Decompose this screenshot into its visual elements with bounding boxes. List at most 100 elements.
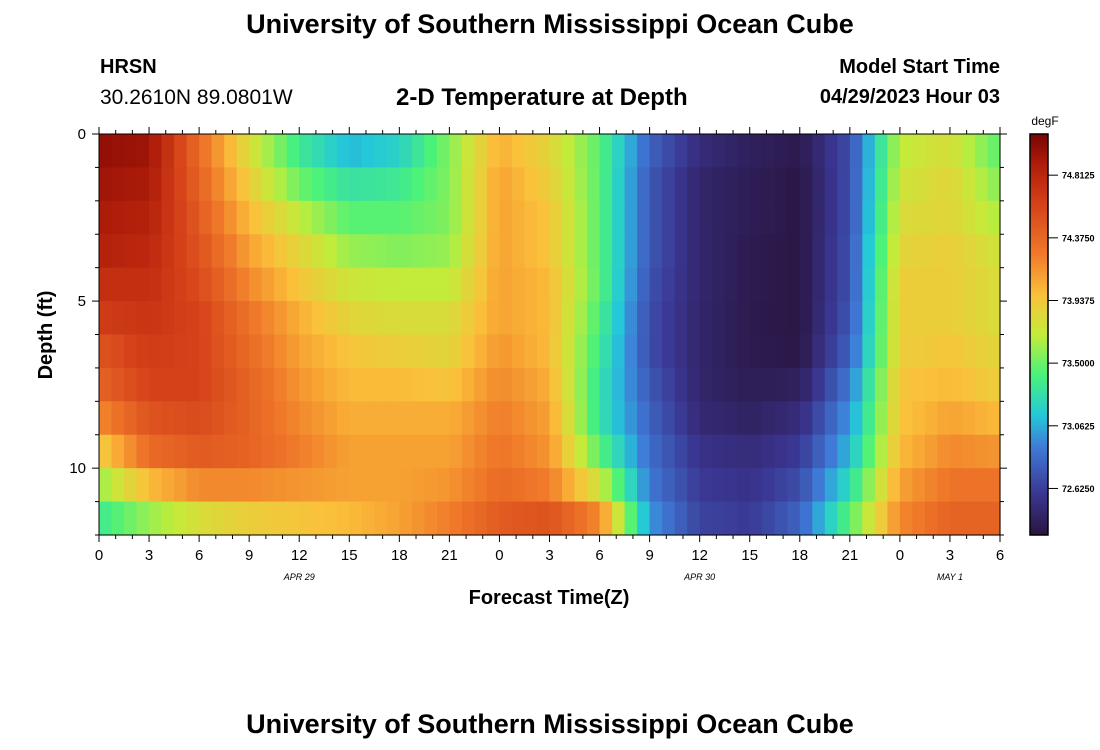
heatmap-cell	[99, 167, 113, 202]
heatmap-cell	[962, 501, 976, 536]
heatmap-cell	[849, 334, 863, 369]
heatmap-cell	[862, 501, 876, 536]
heatmap-cell	[837, 501, 851, 536]
heatmap-cell	[837, 334, 851, 369]
heatmap-cell	[849, 434, 863, 469]
heatmap-cell	[787, 501, 801, 536]
heatmap-cell	[111, 367, 125, 402]
heatmap-cell	[161, 501, 175, 536]
heatmap-cell	[311, 468, 325, 503]
heatmap-cell	[261, 501, 275, 536]
heatmap-cell	[962, 134, 976, 169]
heatmap-cell	[449, 468, 463, 503]
heatmap-cell	[612, 334, 626, 369]
heatmap-cell	[687, 501, 701, 536]
heatmap-cell	[524, 167, 538, 202]
heatmap-cell	[524, 468, 538, 503]
heatmap-cell	[361, 200, 375, 235]
heatmap-cell	[799, 301, 813, 336]
heatmap-cell	[474, 267, 488, 302]
heatmap-cell	[587, 367, 601, 402]
heatmap-cell	[949, 234, 964, 269]
heatmap-cell	[299, 334, 313, 369]
heatmap-cell	[799, 334, 813, 369]
heatmap-cell	[124, 401, 138, 436]
heatmap-cell	[299, 267, 313, 302]
heatmap-cell	[549, 367, 563, 402]
heatmap-cell	[499, 167, 513, 202]
heatmap-cell	[824, 200, 838, 235]
heatmap-cell	[812, 501, 826, 536]
heatmap-cell	[261, 434, 275, 469]
heatmap-cell	[174, 434, 188, 469]
heatmap-cell	[762, 200, 776, 235]
heatmap-cell	[637, 200, 651, 235]
heatmap-cell	[787, 267, 801, 302]
heatmap-cell	[574, 167, 588, 202]
heatmap-cell	[987, 434, 1001, 469]
heatmap-cell	[211, 501, 225, 536]
heatmap-cell	[136, 434, 150, 469]
heatmap-cell	[624, 301, 638, 336]
heatmap-cell	[436, 134, 450, 169]
heatmap-cell	[261, 200, 275, 235]
heatmap-cell	[449, 134, 463, 169]
heatmap-cell	[837, 200, 851, 235]
heatmap-cell	[649, 334, 663, 369]
heatmap-cell	[662, 334, 676, 369]
heatmap-cell	[949, 134, 964, 169]
heatmap-cell	[286, 267, 300, 302]
heatmap-cell	[336, 234, 350, 269]
heatmap-cell	[536, 501, 551, 536]
heatmap-cell	[787, 301, 801, 336]
heatmap-cell	[662, 200, 676, 235]
heatmap-cell	[937, 200, 951, 235]
heatmap-cell	[386, 267, 400, 302]
heatmap-cell	[99, 468, 113, 503]
heatmap-cell	[211, 234, 225, 269]
heatmap-cell	[286, 501, 300, 536]
heatmap-cell	[649, 434, 663, 469]
heatmap-cell	[949, 267, 964, 302]
heatmap-cell	[249, 434, 263, 469]
heatmap-cell	[461, 167, 476, 202]
heatmap-cell	[937, 301, 951, 336]
heatmap-cell	[511, 334, 526, 369]
heatmap-cell	[724, 434, 738, 469]
heatmap-cell	[474, 334, 488, 369]
heatmap-cell	[324, 334, 338, 369]
heatmap-cell	[937, 267, 951, 302]
x-tick-label: 0	[896, 547, 904, 564]
heatmap-cell	[937, 468, 951, 503]
heatmap-cell	[486, 167, 501, 202]
heatmap-cell	[149, 234, 163, 269]
heatmap-cell	[249, 334, 263, 369]
heatmap-cell	[712, 501, 726, 536]
heatmap-cell	[862, 267, 876, 302]
heatmap-cell	[762, 167, 776, 202]
heatmap-cell	[674, 334, 688, 369]
x-tick-label: 6	[996, 547, 1004, 564]
heatmap-cell	[124, 434, 138, 469]
heatmap-cell	[311, 334, 325, 369]
heatmap-cell	[749, 234, 763, 269]
heatmap-cell	[349, 401, 363, 436]
heatmap-cell	[637, 468, 651, 503]
heatmap-cell	[236, 267, 250, 302]
heatmap-cell	[824, 401, 838, 436]
heatmap-cell	[174, 401, 188, 436]
x-tick-label: 15	[741, 547, 758, 564]
heatmap-cell	[712, 468, 726, 503]
heatmap-cell	[124, 301, 138, 336]
heatmap-cell	[987, 200, 1001, 235]
heatmap-cell	[887, 167, 901, 202]
heatmap-cell	[186, 367, 200, 402]
heatmap-cell	[699, 401, 713, 436]
heatmap-cell	[336, 301, 350, 336]
heatmap-cell	[99, 200, 113, 235]
heatmap-cell	[837, 367, 851, 402]
heatmap-cell	[249, 267, 263, 302]
heatmap-cell	[874, 134, 888, 169]
heatmap-cell	[774, 501, 788, 536]
heatmap-cell	[274, 301, 288, 336]
